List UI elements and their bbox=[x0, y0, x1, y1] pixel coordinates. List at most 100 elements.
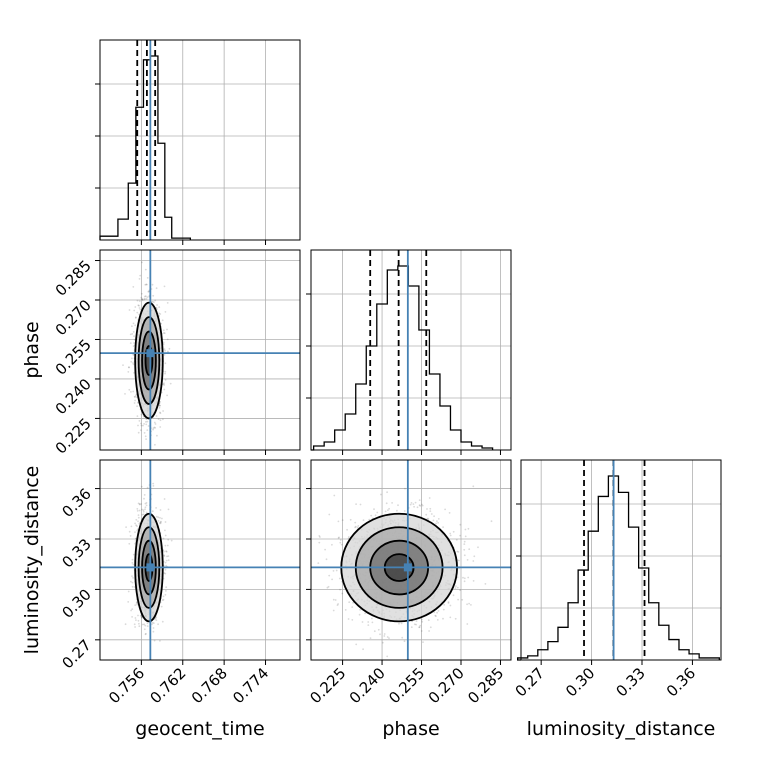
sample-point bbox=[477, 546, 479, 549]
sample-point bbox=[456, 550, 459, 553]
sample-point bbox=[152, 428, 155, 431]
sample-point bbox=[161, 620, 164, 623]
sample-point bbox=[135, 602, 138, 604]
sample-point bbox=[341, 592, 344, 595]
sample-point bbox=[143, 628, 146, 631]
sample-point bbox=[351, 619, 354, 621]
x-tick-label: 0.762 bbox=[146, 664, 189, 707]
sample-point bbox=[151, 510, 154, 513]
sample-point bbox=[131, 562, 134, 564]
sample-point bbox=[369, 637, 372, 639]
sample-point bbox=[387, 509, 389, 512]
sample-point bbox=[339, 539, 342, 541]
x-tick-label: 0.285 bbox=[464, 664, 507, 707]
sample-point bbox=[144, 506, 147, 509]
axes-frame bbox=[99, 459, 301, 661]
sample-point bbox=[428, 630, 430, 632]
sample-point bbox=[397, 504, 399, 507]
sample-point bbox=[134, 542, 137, 545]
sample-point bbox=[164, 593, 167, 596]
sample-point bbox=[386, 636, 389, 638]
sample-point bbox=[419, 624, 422, 627]
sample-point bbox=[335, 569, 338, 572]
sample-point bbox=[459, 534, 461, 537]
sample-point bbox=[146, 622, 149, 625]
sample-point bbox=[143, 494, 146, 496]
sample-point bbox=[140, 296, 143, 299]
sample-point bbox=[381, 641, 384, 644]
sample-point bbox=[145, 423, 148, 426]
x-tick-label: 0.270 bbox=[425, 664, 468, 707]
sample-point bbox=[355, 643, 358, 646]
sample-point bbox=[145, 454, 147, 456]
sample-point bbox=[153, 639, 156, 642]
sample-point bbox=[124, 623, 127, 626]
sample-point bbox=[152, 294, 155, 297]
sample-point bbox=[143, 432, 146, 434]
sample-point bbox=[138, 503, 141, 505]
sample-point bbox=[354, 526, 356, 529]
sample-point bbox=[132, 390, 135, 393]
sample-point bbox=[413, 623, 416, 626]
sample-point bbox=[133, 402, 136, 404]
sample-point bbox=[155, 515, 158, 518]
sample-point bbox=[331, 578, 333, 581]
sample-point bbox=[437, 610, 440, 612]
sample-point bbox=[151, 663, 153, 665]
sample-point bbox=[141, 299, 144, 302]
sample-point bbox=[433, 515, 435, 518]
sample-point bbox=[473, 555, 476, 558]
sample-point bbox=[463, 540, 466, 543]
sample-point bbox=[157, 623, 160, 626]
sample-point bbox=[145, 283, 148, 286]
sample-point bbox=[367, 621, 370, 623]
scatter-layer bbox=[124, 482, 173, 665]
sample-point bbox=[163, 384, 166, 386]
sample-point bbox=[138, 625, 141, 628]
sample-point bbox=[401, 636, 404, 639]
sample-point bbox=[463, 548, 466, 551]
sample-point bbox=[421, 504, 424, 507]
sample-point bbox=[403, 640, 406, 643]
sample-point bbox=[139, 308, 142, 311]
sample-point bbox=[132, 563, 135, 566]
sample-point bbox=[468, 602, 470, 605]
sample-point bbox=[131, 616, 134, 618]
sample-point bbox=[133, 309, 136, 312]
sample-point bbox=[427, 619, 430, 622]
sample-point bbox=[373, 508, 375, 511]
sample-point bbox=[144, 295, 146, 298]
sample-point bbox=[164, 529, 166, 532]
sample-point bbox=[140, 485, 143, 488]
sample-point bbox=[152, 627, 155, 629]
sample-point bbox=[141, 508, 143, 511]
sample-point bbox=[164, 362, 167, 365]
sample-point bbox=[132, 331, 135, 333]
sample-point bbox=[134, 396, 137, 398]
sample-point bbox=[157, 418, 160, 420]
sample-point bbox=[386, 655, 389, 658]
sample-point bbox=[164, 534, 167, 537]
y-tick-label: 0.27 bbox=[58, 636, 94, 672]
sample-point bbox=[443, 603, 446, 606]
sample-point bbox=[152, 482, 155, 485]
sample-point bbox=[437, 518, 440, 520]
sample-point bbox=[131, 608, 134, 610]
sample-point bbox=[421, 503, 423, 506]
sample-point bbox=[317, 562, 320, 564]
sample-point bbox=[444, 508, 446, 511]
sample-point bbox=[134, 317, 137, 319]
sample-point bbox=[156, 304, 159, 306]
sample-point bbox=[355, 503, 357, 505]
sample-point bbox=[419, 505, 422, 507]
sample-point bbox=[463, 554, 466, 557]
sample-point bbox=[383, 635, 386, 637]
sample-point bbox=[133, 623, 136, 626]
sample-point bbox=[138, 509, 141, 512]
sample-point bbox=[144, 624, 147, 627]
sample-point bbox=[162, 598, 165, 601]
sample-point bbox=[133, 342, 136, 344]
sample-point bbox=[157, 520, 160, 522]
sample-point bbox=[163, 498, 166, 500]
sample-point bbox=[459, 589, 462, 592]
